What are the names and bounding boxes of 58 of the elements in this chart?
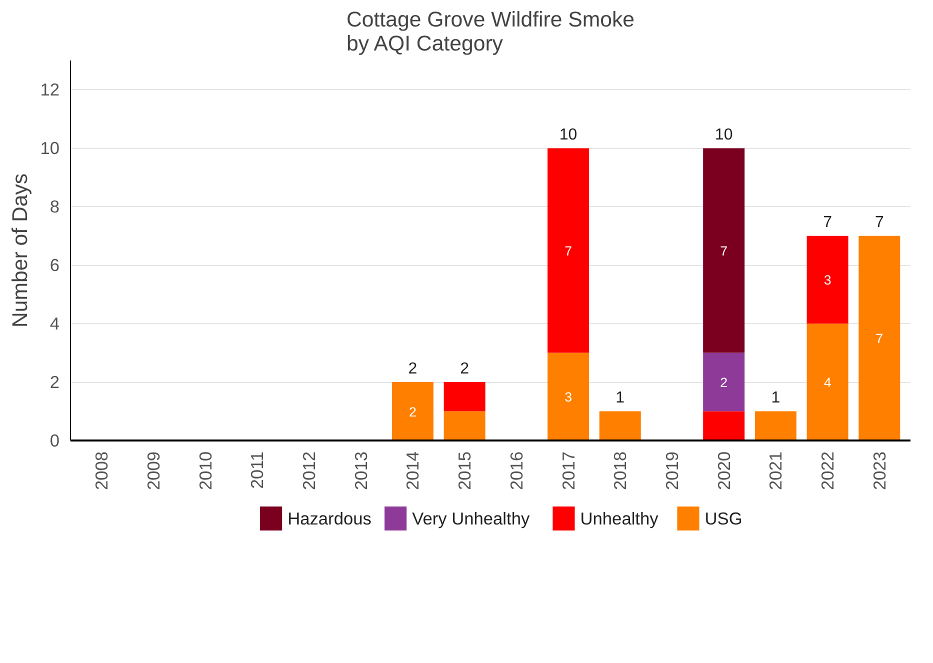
x-tick-label: 2016 (506, 451, 526, 490)
data-label: 3 (564, 390, 572, 405)
total-label: 10 (714, 126, 733, 144)
y-tick-label: 10 (40, 138, 60, 158)
total-label: 2 (460, 360, 470, 378)
legend-label: Hazardous (288, 508, 372, 528)
bar (599, 411, 641, 440)
bar (703, 411, 745, 440)
y-axis-title: Number of Days (8, 173, 32, 328)
bar (548, 352, 590, 440)
bar (806, 324, 848, 440)
y-tick-label: 12 (40, 80, 60, 100)
y-tick-label: 8 (50, 196, 60, 217)
bar (548, 148, 590, 353)
y-tick-label: 6 (50, 255, 60, 276)
data-label: 7 (876, 331, 884, 346)
legend-label: Very Unhealthy (412, 508, 530, 528)
x-tick-label: 2019 (662, 451, 682, 490)
total-label: 10 (559, 126, 578, 144)
x-tick-label: 2017 (558, 451, 578, 490)
x-tick-label: 2020 (714, 451, 734, 490)
x-tick-label: 2014 (402, 451, 423, 490)
x-tick-label: 2015 (454, 451, 475, 490)
bar (806, 236, 848, 324)
data-label: 2 (720, 375, 728, 390)
y-tick-label: 0 (50, 430, 60, 450)
y-tick-label: 4 (50, 314, 60, 334)
data-label: 7 (564, 244, 572, 258)
x-tick-label: 2012 (299, 451, 320, 490)
bar (392, 382, 434, 440)
bar (858, 236, 900, 440)
x-tick-label: 2013 (350, 451, 371, 490)
total-label: 1 (616, 390, 625, 406)
legend-label: Unhealthy (580, 508, 659, 528)
x-tick-label: 2023 (869, 451, 890, 490)
bar (703, 148, 745, 353)
legend-label: USG (704, 508, 742, 528)
total-label: 7 (823, 214, 832, 232)
total-label: 7 (874, 214, 884, 232)
data-label: 4 (824, 375, 832, 390)
bar (754, 411, 796, 440)
total-label: 2 (408, 360, 418, 378)
data-label: 3 (824, 272, 832, 288)
x-tick-label: 2011 (247, 451, 268, 489)
bar (703, 352, 745, 412)
bar (444, 411, 486, 440)
x-tick-label: 2018 (610, 451, 630, 490)
x-tick-label: 2021 (766, 451, 786, 490)
chart-title: Cottage Grove Wildfire Smoke by AQI Category (346, 8, 635, 56)
total-label: 1 (771, 390, 780, 406)
bar (444, 382, 486, 412)
x-tick-label: 2008 (92, 451, 112, 490)
x-tick-label: 2009 (143, 451, 164, 490)
y-tick-label: 2 (50, 372, 60, 392)
data-label: 7 (720, 244, 728, 258)
x-tick-label: 2010 (195, 451, 216, 490)
x-tick-label: 2022 (818, 451, 838, 490)
data-label: 2 (409, 404, 416, 420)
